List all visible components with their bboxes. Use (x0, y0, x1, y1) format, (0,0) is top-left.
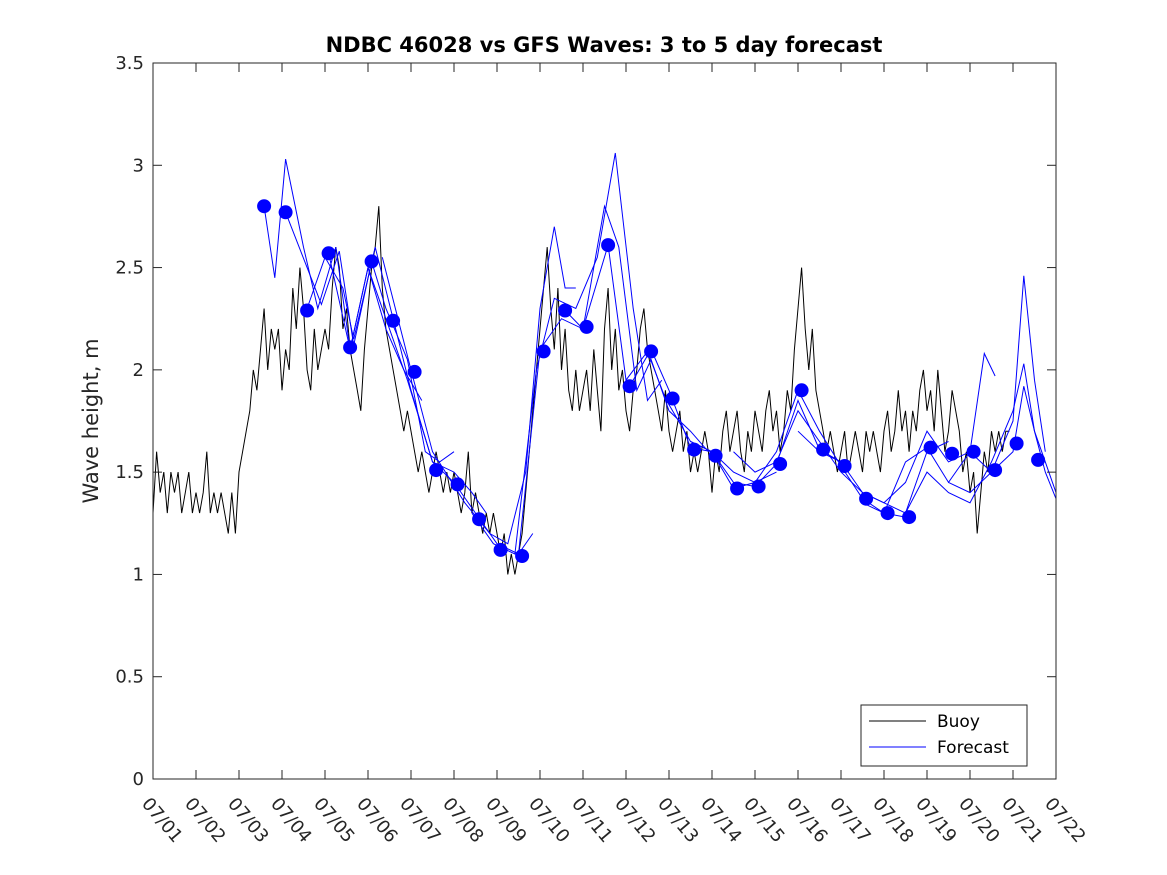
plot-area (152, 62, 1057, 780)
y-tick-label: 1 (133, 564, 144, 585)
forecast-marker (364, 254, 379, 269)
forecast-marker (472, 512, 487, 527)
plot-frame (152, 62, 1057, 780)
forecast-marker (751, 479, 766, 494)
forecast-marker (794, 383, 809, 398)
forecast-line (471, 152, 663, 555)
y-tick-label: 0 (133, 769, 144, 790)
forecast-line (564, 244, 777, 483)
buoy-series (152, 206, 1010, 575)
plot-background (153, 63, 1056, 779)
forecast-marker (923, 440, 938, 455)
forecast-marker (966, 444, 981, 459)
forecast-line (733, 409, 949, 514)
y-tick-label: 3 (133, 155, 144, 176)
y-axis-title: Wave height, m (79, 338, 103, 503)
forecast-marker (343, 340, 358, 355)
legend-box (860, 704, 1028, 767)
legend-label-forecast: Forecast (937, 738, 1009, 758)
legend-label-buoy: Buoy (937, 712, 980, 732)
forecast-marker (902, 510, 917, 525)
forecast-line (381, 226, 576, 545)
forecast-marker (945, 446, 960, 461)
y-tick-label: 3.5 (115, 53, 144, 74)
forecast-line (629, 348, 842, 488)
chart-title: NDBC 46028 vs GFS Waves: 3 to 5 day fore… (326, 33, 883, 57)
forecast-marker (321, 246, 336, 261)
forecast-marker (644, 344, 659, 359)
forecast-marker (278, 205, 293, 220)
forecast-marker (579, 319, 594, 334)
forecast-marker (257, 199, 272, 214)
forecast-marker (601, 238, 616, 253)
y-tick-label: 1.5 (115, 462, 144, 483)
forecast-marker (300, 303, 315, 318)
forecast-marker (687, 442, 702, 457)
forecast-marker (837, 459, 852, 473)
y-tick-label: 2.5 (115, 258, 144, 279)
forecast-marker (730, 481, 745, 496)
forecast-line (948, 386, 1057, 499)
forecast-marker (1009, 436, 1024, 451)
buoy-line (152, 206, 1010, 575)
forecast-marker (1031, 452, 1046, 467)
forecast-marker (988, 463, 1003, 478)
forecast-markers (257, 199, 1046, 563)
forecast-marker (665, 391, 680, 406)
forecast-line (905, 363, 1057, 514)
legend: Buoy Forecast (860, 704, 1028, 767)
forecast-line (797, 351, 996, 504)
forecast-marker (622, 379, 637, 394)
forecast-marker (515, 549, 530, 563)
forecast-marker (429, 463, 444, 478)
forecast-marker (558, 303, 573, 318)
y-tick-label: 0.5 (115, 667, 144, 688)
forecast-marker (816, 442, 831, 457)
forecast-marker (880, 506, 895, 521)
forecast-marker (859, 491, 874, 506)
forecast-line (263, 159, 423, 401)
forecast-marker (536, 344, 551, 359)
y-tick-label: 2 (133, 360, 144, 381)
forecast-marker (773, 457, 788, 471)
forecast-marker (493, 542, 508, 557)
forecast-marker (386, 313, 401, 328)
forecast-marker (708, 448, 723, 463)
forecast-marker (407, 364, 422, 379)
y-axis: 0 0.5 1 1.5 2 2.5 3 3.5 (115, 53, 1056, 790)
forecast-marker (450, 477, 465, 492)
